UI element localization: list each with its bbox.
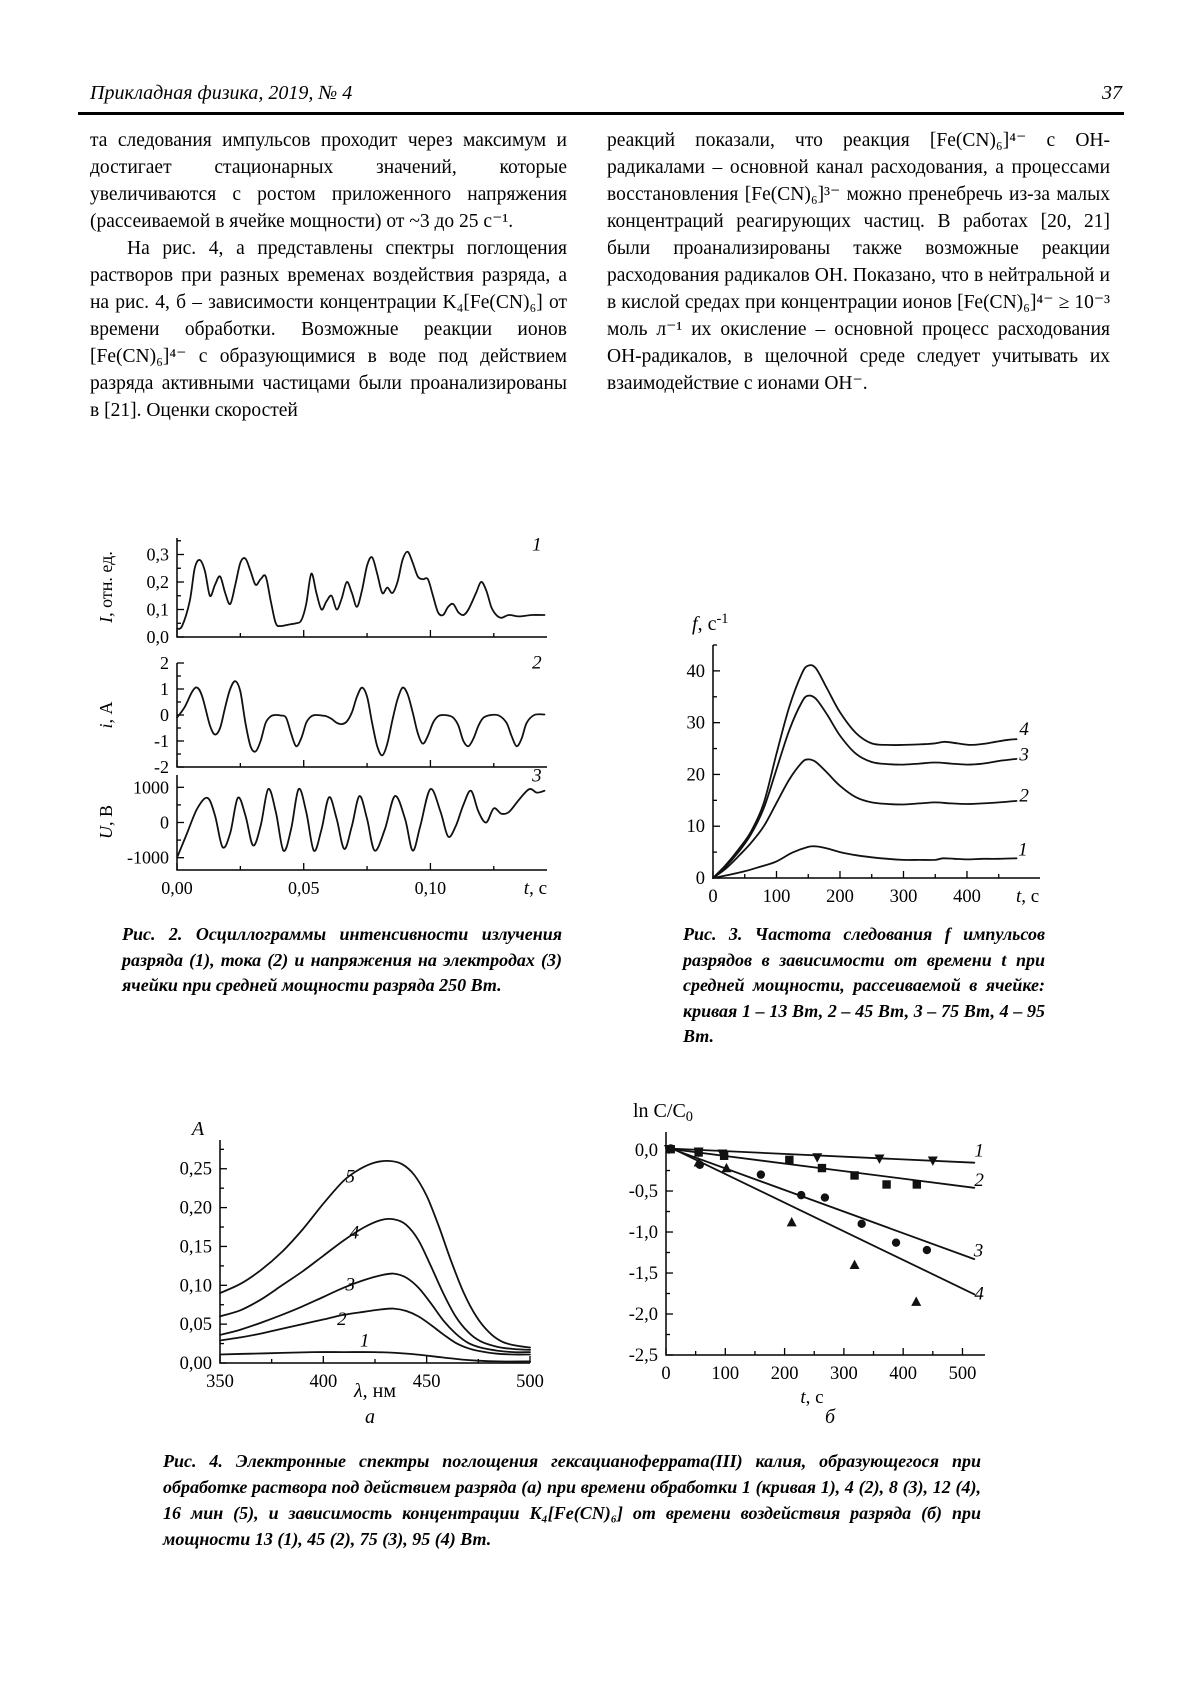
svg-text:0,3: 0,3 [147, 545, 170, 565]
svg-text:1: 1 [974, 1141, 984, 1162]
svg-text:2: 2 [974, 1170, 984, 1191]
figure2-current-oscillogram-chart: -2 -1 0 1 2 i, А 2 [96, 653, 547, 777]
svg-text:t, с: t, с [524, 878, 547, 899]
svg-text:350: 350 [206, 1372, 234, 1392]
svg-text:400: 400 [309, 1372, 337, 1392]
svg-text:0,0: 0,0 [635, 1141, 658, 1161]
svg-text:4: 4 [974, 1283, 984, 1304]
journal-header: Прикладная физика, 2019, № 4 [90, 82, 353, 104]
svg-text:0,15: 0,15 [180, 1237, 212, 1257]
svg-text:500: 500 [516, 1372, 544, 1392]
header-rule [78, 112, 1124, 115]
svg-text:-1,0: -1,0 [629, 1223, 658, 1243]
svg-text:1: 1 [1018, 840, 1028, 861]
svg-text:200: 200 [771, 1364, 799, 1384]
svg-text:-2,5: -2,5 [629, 1346, 658, 1366]
svg-text:0,10: 0,10 [180, 1276, 212, 1296]
svg-text:-1: -1 [154, 731, 169, 751]
svg-text:300: 300 [890, 887, 918, 907]
svg-text:1: 1 [360, 1331, 370, 1352]
svg-text:20: 20 [687, 765, 706, 785]
paragraph: реакций показали, что реакция [Fe(CN)₆]⁴… [607, 130, 1110, 394]
svg-text:U, В: U, В [96, 805, 116, 839]
svg-text:10: 10 [687, 817, 706, 837]
svg-text:3: 3 [531, 766, 542, 787]
svg-text:400: 400 [889, 1364, 917, 1384]
svg-text:f, с-1: f, с-1 [692, 611, 728, 635]
svg-text:0: 0 [160, 705, 169, 725]
svg-text:30: 30 [687, 714, 706, 734]
svg-text:0: 0 [160, 813, 169, 833]
svg-text:0: 0 [661, 1364, 670, 1384]
svg-text:0,20: 0,20 [180, 1199, 212, 1219]
page-number: 37 [1102, 82, 1122, 104]
svg-text:2: 2 [532, 653, 542, 674]
svg-text:2: 2 [160, 653, 169, 673]
figure2-voltage-oscillogram-chart: 0,00 0,05 0,10 -1000 0 1000 U, В t, с 3 [96, 766, 547, 899]
svg-text:4: 4 [350, 1223, 360, 1244]
svg-text:40: 40 [687, 662, 706, 682]
svg-text:ln C/C0: ln C/C0 [633, 1100, 693, 1125]
svg-text:0,25: 0,25 [180, 1160, 212, 1180]
svg-text:0,05: 0,05 [288, 878, 320, 898]
svg-text:0: 0 [696, 869, 705, 889]
figure2-caption: Рис. 2. Осциллограммы интенсивности излу… [122, 924, 562, 995]
svg-text:0,2: 0,2 [147, 572, 170, 592]
figure3-caption: Рис. 3. Частота следования f импульсов р… [683, 924, 1045, 1046]
svg-text:λ, нм: λ, нм [353, 1380, 396, 1402]
svg-text:t, с: t, с [800, 1387, 823, 1408]
svg-text:0,10: 0,10 [415, 878, 447, 898]
svg-text:0,00: 0,00 [161, 878, 193, 898]
figure4-caption: Рис. 4. Электронные спектры поглощения г… [163, 1451, 981, 1549]
figure3-pulse-frequency-chart: 0 100 200 300 400 0 10 20 30 40 f, с-1 t, с 4 3 2 1 [687, 611, 1040, 907]
figure4a-letter: а [365, 1406, 375, 1428]
svg-text:-2: -2 [154, 757, 169, 777]
svg-text:400: 400 [953, 887, 981, 907]
svg-text:I, отн. ед.: I, отн. ед. [96, 551, 116, 624]
svg-text:3: 3 [1018, 744, 1029, 765]
text-column-right: реакций показали, что реакция [Fe(CN)₆]⁴… [607, 127, 1110, 397]
svg-text:i, А: i, А [96, 701, 116, 728]
svg-text:300: 300 [830, 1364, 858, 1384]
paragraph: та следования импульсов проходит через м… [90, 130, 567, 232]
svg-text:0,0: 0,0 [147, 627, 170, 647]
svg-text:2: 2 [337, 1309, 347, 1330]
svg-text:3: 3 [973, 1241, 984, 1262]
svg-text:100: 100 [763, 887, 791, 907]
svg-text:-2,0: -2,0 [629, 1305, 658, 1325]
svg-text:0,1: 0,1 [147, 600, 170, 620]
paragraph: На рис. 4, а представлены спектры поглощ… [90, 238, 567, 421]
svg-text:500: 500 [949, 1364, 977, 1384]
svg-text:1: 1 [532, 534, 542, 555]
svg-text:5: 5 [345, 1167, 355, 1188]
svg-text:4: 4 [1019, 719, 1029, 740]
figure4b-letter: б [824, 1406, 836, 1428]
svg-text:1000: 1000 [133, 777, 169, 797]
text-column-left: та следования импульсов проходит через м… [90, 127, 567, 424]
svg-text:0,05: 0,05 [180, 1315, 212, 1335]
svg-text:-0,5: -0,5 [629, 1182, 658, 1202]
figure4b-concentration-kinetics-chart: 0 100 200 300 400 500 0,0 -0,5 -1,0 -1,5 -2,0 -2,5 l… [629, 1100, 985, 1408]
svg-text:t, с: t, с [1016, 886, 1039, 907]
svg-text:100: 100 [711, 1364, 739, 1384]
svg-text:450: 450 [413, 1372, 441, 1392]
svg-text:2: 2 [1019, 785, 1029, 806]
svg-text:1: 1 [160, 679, 169, 699]
svg-text:0: 0 [708, 887, 717, 907]
svg-text:3: 3 [344, 1275, 355, 1296]
svg-text:-1000: -1000 [127, 848, 169, 868]
svg-text:A: A [190, 1118, 205, 1140]
figure2-intensity-oscillogram-chart: 0,0 0,1 0,2 0,3 I, отн. ед. 1 [96, 534, 547, 647]
svg-text:-1,5: -1,5 [629, 1264, 658, 1284]
svg-text:200: 200 [826, 887, 854, 907]
svg-text:0,00: 0,00 [180, 1354, 212, 1374]
figure4a-absorption-spectra-chart: 350 400 450 500 0,00 0,05 0,10 0,15 0,20 0,25 Aλ, … [180, 1118, 544, 1402]
